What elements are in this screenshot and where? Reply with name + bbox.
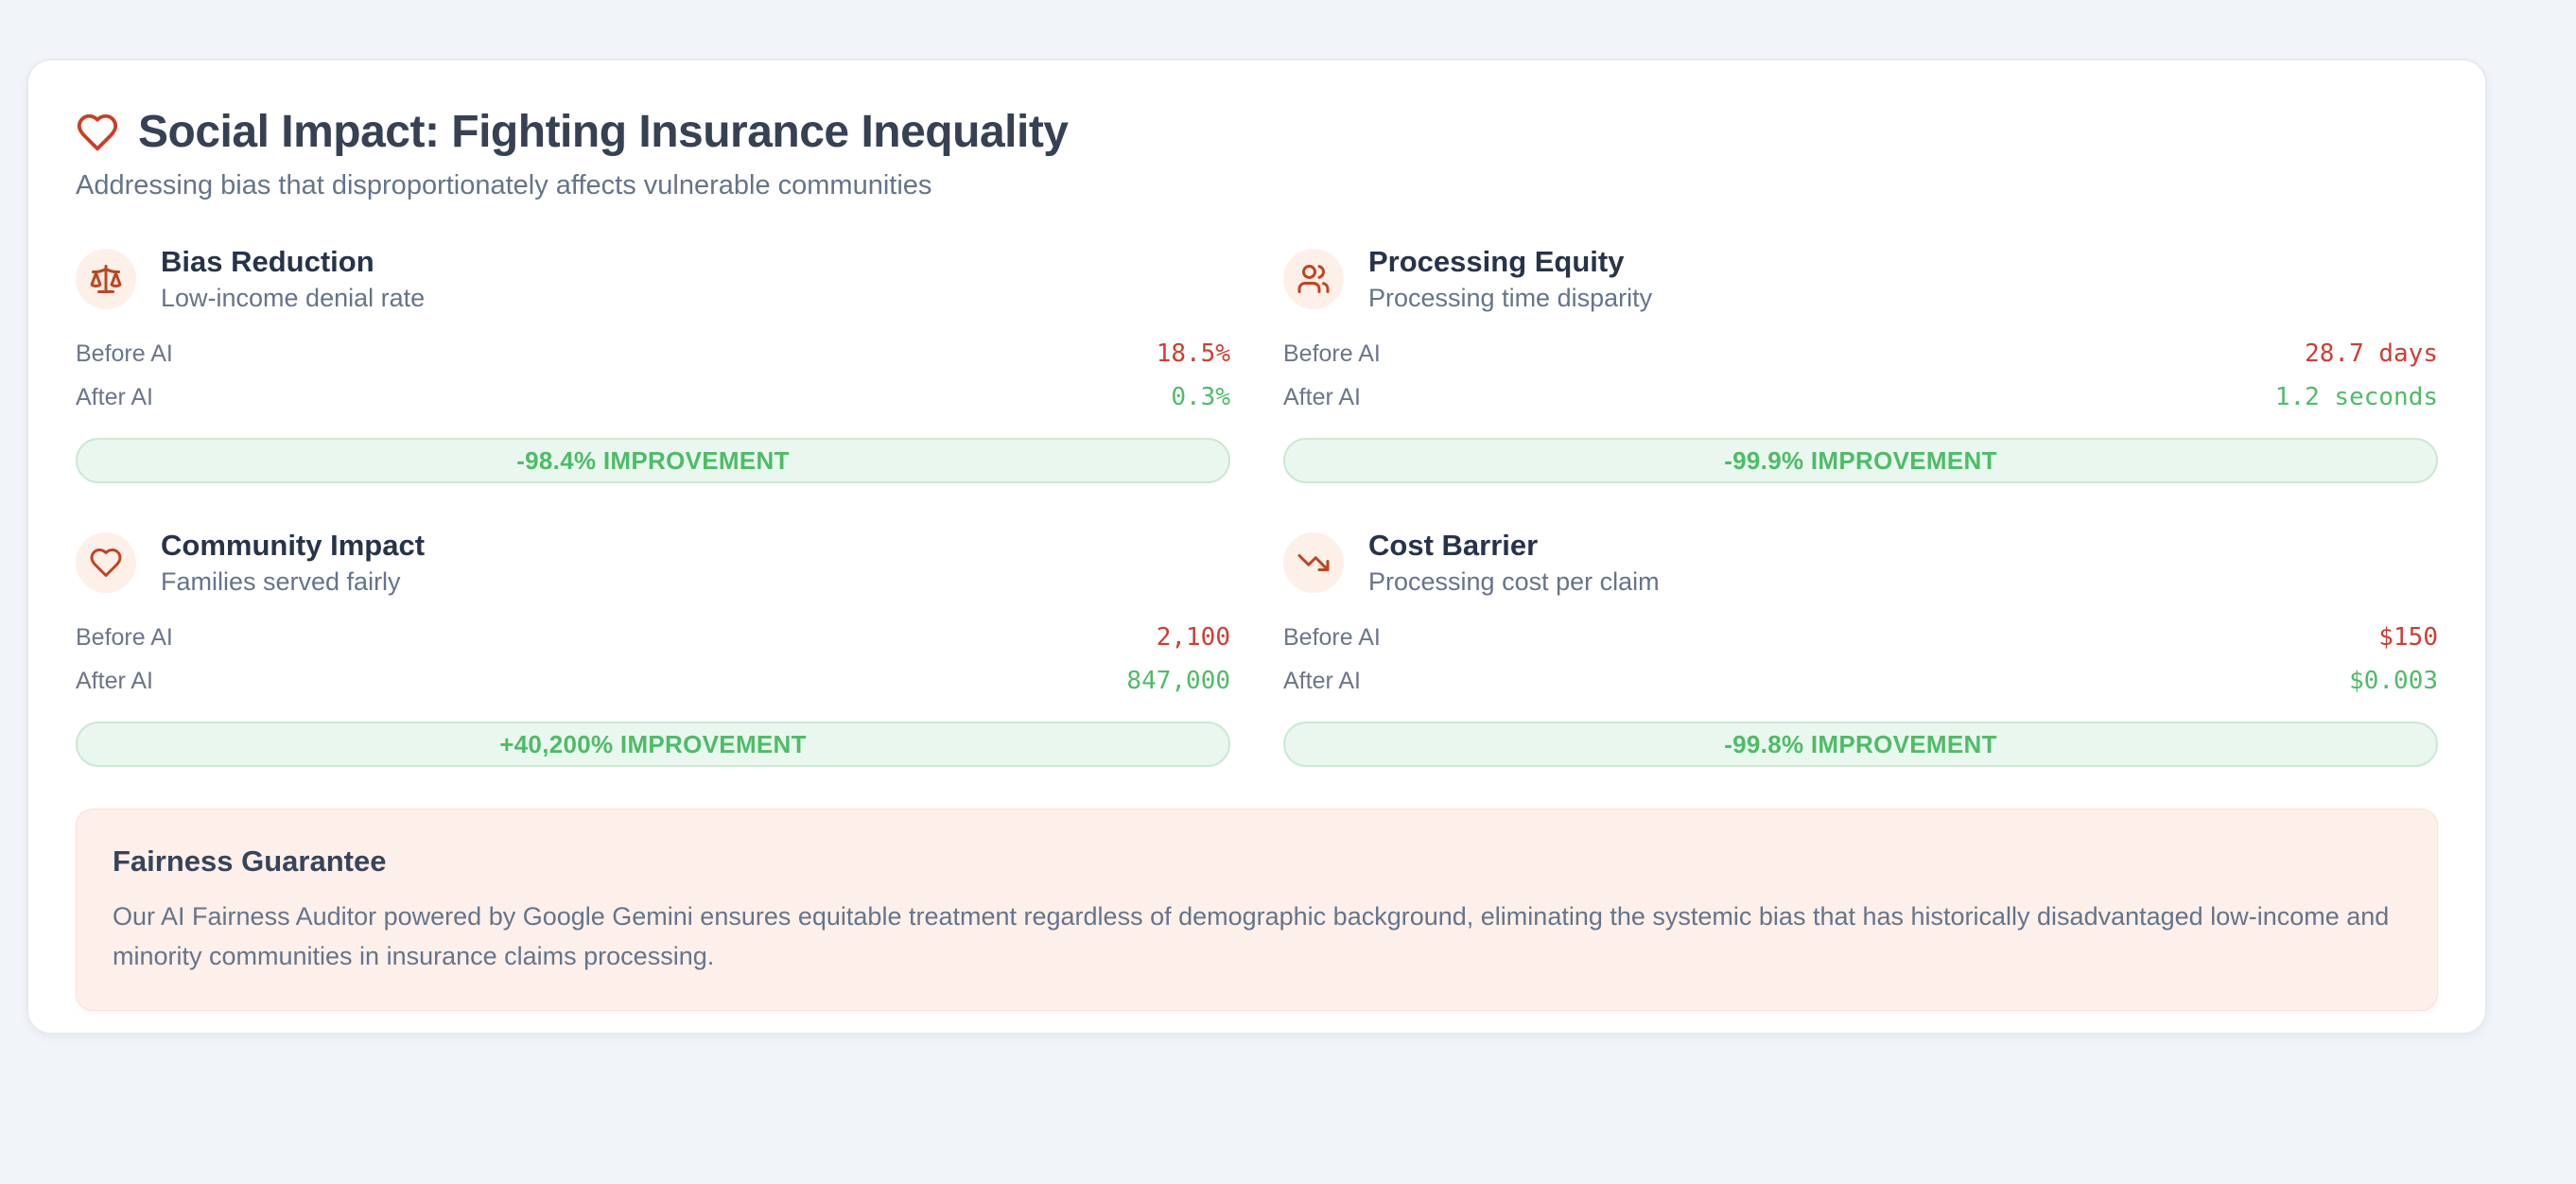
before-ai-value: $150	[2378, 623, 2438, 652]
after-ai-label: After AI	[76, 383, 153, 410]
fairness-guarantee-box: Fairness Guarantee Our AI Fairness Audit…	[76, 809, 2438, 1011]
trending-down-icon	[1283, 532, 1344, 593]
fairness-title: Fairness Guarantee	[113, 844, 387, 878]
social-impact-card: Social Impact: Fighting Insurance Inequa…	[26, 59, 2487, 1035]
after-ai-label: After AI	[76, 667, 153, 694]
after-ai-value: 847,000	[1126, 667, 1230, 695]
fairness-body: Our AI Fairness Auditor powered by Googl…	[113, 902, 2390, 970]
before-ai-row: Before AI $150	[1283, 616, 2438, 659]
page-header: Social Impact: Fighting Insurance Inequa…	[76, 106, 2438, 158]
improvement-badge: -99.8% IMPROVEMENT	[1283, 722, 2438, 767]
after-ai-row: After AI 1.2 seconds	[1283, 375, 2438, 419]
before-ai-value: 2,100	[1156, 623, 1230, 652]
metric-subtitle: Processing cost per claim	[1368, 567, 1660, 596]
metric-community-impact: Community Impact Families served fairly …	[76, 529, 1230, 767]
improvement-badge: -98.4% IMPROVEMENT	[76, 438, 1230, 483]
before-ai-label: Before AI	[1283, 340, 1381, 367]
before-ai-row: Before AI 18.5%	[76, 332, 1230, 375]
metric-cost-barrier: Cost Barrier Processing cost per claim B…	[1283, 529, 2438, 767]
after-ai-row: After AI $0.003	[1283, 659, 2438, 703]
before-ai-row: Before AI 28.7 days	[1283, 332, 2438, 375]
after-ai-label: After AI	[1283, 667, 1361, 694]
after-ai-value: $0.003	[2349, 667, 2438, 695]
after-ai-value: 0.3%	[1171, 383, 1230, 411]
after-ai-row: After AI 0.3%	[76, 375, 1230, 419]
metric-title: Community Impact	[161, 529, 426, 562]
metric-bias-reduction: Bias Reduction Low-income denial rate Be…	[76, 245, 1230, 483]
page-subtitle: Addressing bias that disproportionately …	[76, 170, 932, 200]
heart-icon	[77, 113, 118, 150]
before-ai-row: Before AI 2,100	[76, 616, 1230, 659]
page-title: Social Impact: Fighting Insurance Inequa…	[138, 107, 1069, 157]
users-icon	[1283, 249, 1344, 309]
scale-icon	[76, 249, 136, 309]
metric-title: Bias Reduction	[161, 245, 374, 278]
before-ai-label: Before AI	[76, 340, 173, 367]
metric-title: Cost Barrier	[1368, 529, 1539, 562]
before-ai-label: Before AI	[76, 623, 173, 651]
before-ai-value: 28.7 days	[2305, 340, 2438, 368]
metric-subtitle: Processing time disparity	[1368, 284, 1653, 312]
improvement-badge: +40,200% IMPROVEMENT	[76, 722, 1230, 767]
metric-subtitle: Low-income denial rate	[161, 284, 426, 312]
metric-subtitle: Families served fairly	[161, 567, 401, 596]
after-ai-value: 1.2 seconds	[2274, 383, 2438, 411]
before-ai-label: Before AI	[1283, 623, 1381, 651]
improvement-badge: -99.9% IMPROVEMENT	[1283, 438, 2438, 483]
after-ai-row: After AI 847,000	[76, 659, 1230, 703]
metric-processing-equity: Processing Equity Processing time dispar…	[1283, 245, 2438, 483]
before-ai-value: 18.5%	[1156, 340, 1230, 368]
metrics-grid: Bias Reduction Low-income denial rate Be…	[76, 245, 2438, 767]
heart-icon	[76, 532, 136, 593]
after-ai-label: After AI	[1283, 383, 1361, 410]
metric-title: Processing Equity	[1368, 245, 1625, 278]
